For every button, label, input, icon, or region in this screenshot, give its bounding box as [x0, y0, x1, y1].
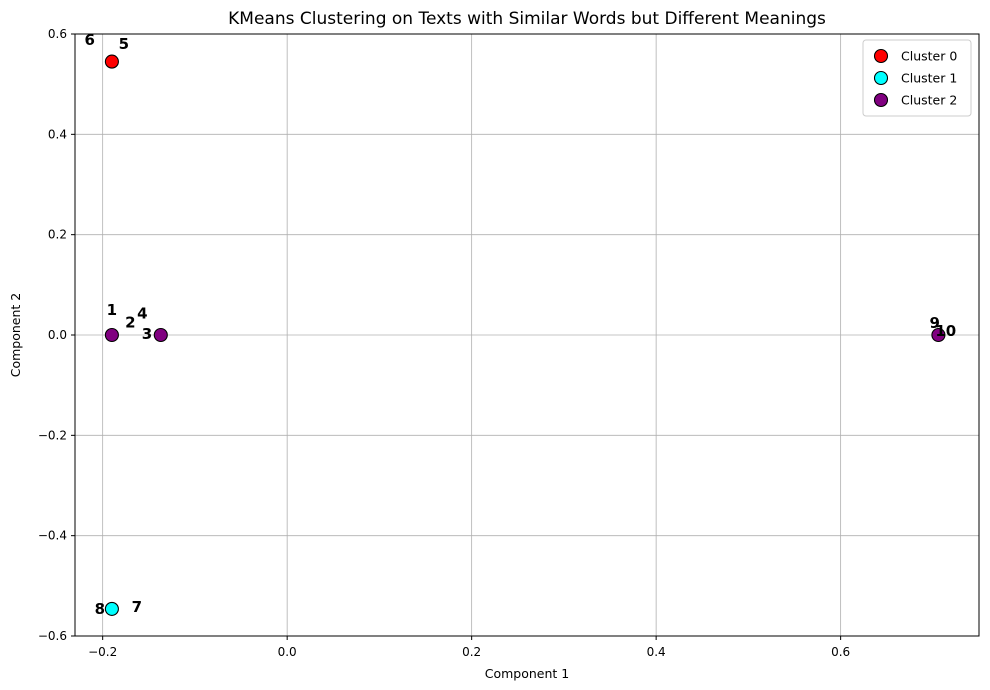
- x-tick-label: 0.2: [462, 645, 481, 659]
- y-tick-label: −0.2: [38, 428, 67, 442]
- scatter-point: [931, 327, 946, 343]
- chart-title: KMeans Clustering on Texts with Similar …: [228, 9, 826, 29]
- point-annotation: 3: [142, 325, 152, 343]
- y-tick-label: 0.6: [48, 27, 67, 41]
- x-tick-label: 0.0: [278, 645, 297, 659]
- x-tick-label: 0.4: [647, 645, 666, 659]
- point-annotation: 10: [935, 322, 956, 340]
- legend-marker: [873, 70, 889, 86]
- point-annotation: 4: [137, 304, 147, 322]
- point-annotation: 7: [132, 598, 142, 616]
- legend-marker: [873, 48, 889, 64]
- y-tick-label: −0.6: [38, 629, 67, 643]
- legend: Cluster 0 Cluster 1 Cluster 2: [862, 39, 972, 117]
- y-tick-label: −0.4: [38, 529, 67, 543]
- x-axis-label: Component 1: [485, 666, 570, 681]
- scatter-point: [104, 601, 119, 616]
- grid-lines: [75, 33, 979, 637]
- point-annotation: 2: [125, 313, 135, 331]
- legend-label: Cluster 1: [901, 71, 957, 86]
- y-axis-label: Component 2: [8, 293, 23, 378]
- legend-marker: [873, 92, 889, 108]
- scatter-point: [153, 327, 168, 343]
- point-annotation: 9: [930, 314, 940, 332]
- legend-label: Cluster 2: [901, 93, 957, 108]
- point-annotations: 123 4 5 6 7 8 910: [85, 31, 957, 618]
- point-annotation: 6: [85, 31, 95, 49]
- plot-frame: [74, 33, 980, 637]
- point-annotation: 8: [95, 600, 105, 618]
- point-annotation: 5: [119, 35, 129, 53]
- y-tick-label: 0.2: [48, 228, 67, 242]
- legend-label: Cluster 0: [901, 49, 957, 64]
- x-tick-label: −0.2: [88, 645, 117, 659]
- y-tick-label: 0.0: [48, 328, 67, 342]
- legend-box: [862, 39, 972, 117]
- y-tick-label: 0.4: [48, 127, 67, 141]
- y-axis-ticks: −0.6 −0.4 −0.2 0.0 0.2 0.4 0.6: [38, 27, 75, 643]
- point-annotation: 1: [107, 301, 117, 319]
- scatter-point: [104, 54, 119, 69]
- x-axis-ticks: −0.2 0.0 0.2 0.4 0.6: [88, 636, 850, 659]
- x-tick-label: 0.6: [831, 645, 850, 659]
- data-points: [104, 54, 946, 616]
- scatter-point: [104, 327, 119, 343]
